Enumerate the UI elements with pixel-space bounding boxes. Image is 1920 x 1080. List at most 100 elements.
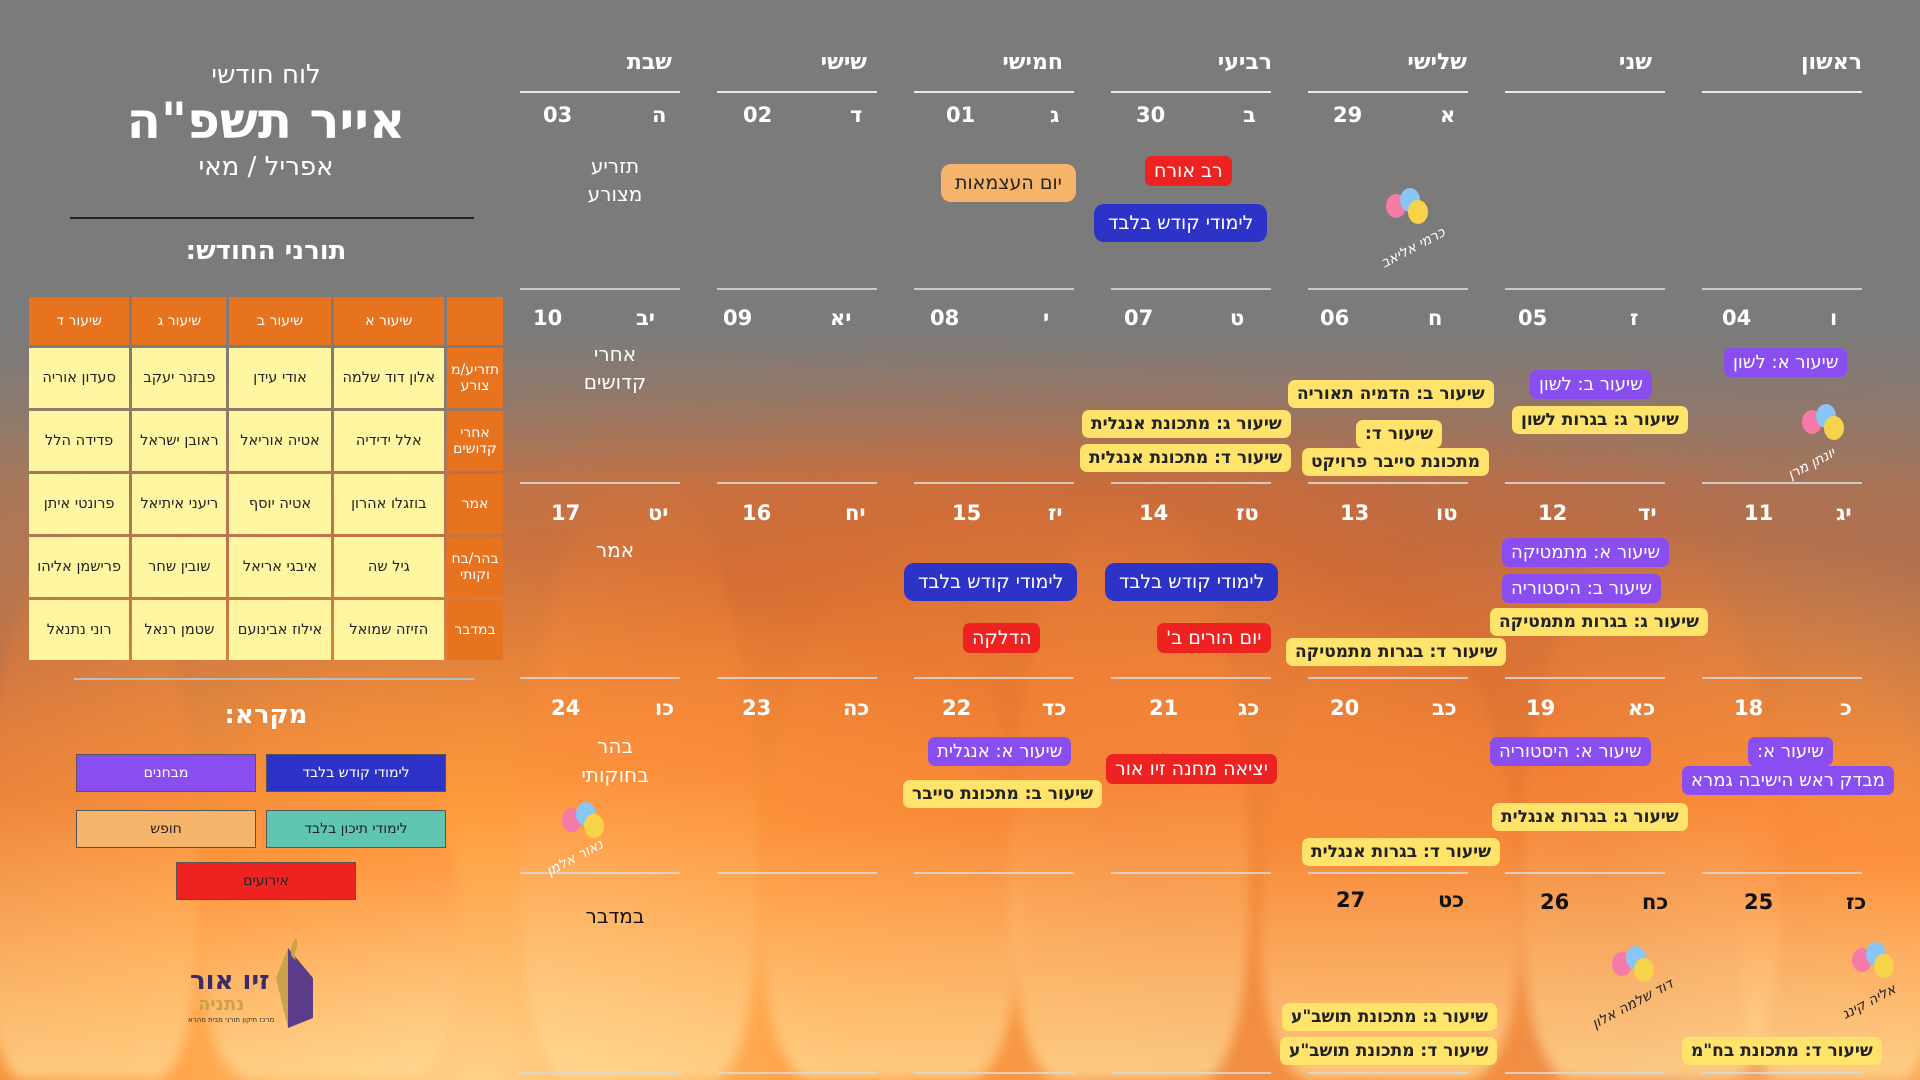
event-exam: שיעור ב: לשון bbox=[1530, 370, 1652, 399]
parasha-line: קדושים bbox=[583, 370, 647, 394]
date-number: 12 bbox=[1538, 501, 1568, 525]
day-header-tue: שלישי bbox=[1407, 50, 1467, 75]
duty-row-label: בהר/בח וקותי bbox=[447, 537, 503, 597]
date-number: 13 bbox=[1340, 501, 1370, 525]
event-exam: שיעור ד: מתכונת אנגלית bbox=[1080, 444, 1292, 472]
duty-row-label: אמר bbox=[447, 474, 503, 534]
grid-line bbox=[1702, 482, 1862, 484]
grid-line bbox=[1308, 1072, 1468, 1074]
grid-line bbox=[1702, 288, 1862, 290]
legend-title: מקרא: bbox=[224, 700, 308, 730]
logo-tagline: מרכז תיקון תורני מבית סהרא bbox=[188, 1016, 275, 1024]
parasha-line: בהר bbox=[597, 734, 633, 758]
grid-line bbox=[717, 1072, 877, 1074]
hebrew-date: יג bbox=[1836, 501, 1852, 525]
date-number: 15 bbox=[952, 501, 982, 525]
event-exam: שיעור ד: מתכונת בח"מ bbox=[1682, 1037, 1882, 1065]
hebrew-date: כה bbox=[843, 696, 870, 720]
event-exam: שיעור ד: bbox=[1356, 420, 1442, 448]
date-number: 03 bbox=[543, 103, 573, 127]
divider bbox=[74, 678, 474, 680]
grid-line bbox=[1111, 872, 1271, 874]
header-line bbox=[1308, 91, 1468, 93]
hebrew-date: כט bbox=[1438, 888, 1465, 912]
hebrew-date: כ bbox=[1840, 696, 1852, 720]
grid-line bbox=[1308, 872, 1468, 874]
date-number: 18 bbox=[1734, 696, 1764, 720]
date-number: 16 bbox=[742, 501, 772, 525]
event-exam: מבדק ראש הישיבה גמרא bbox=[1682, 766, 1894, 795]
grid-line bbox=[520, 482, 680, 484]
parasha-line: אמר bbox=[595, 538, 635, 562]
day-header-sun: ראשון bbox=[1800, 50, 1862, 75]
duty-row-label: אחרי קדושים bbox=[447, 411, 503, 471]
grid-line bbox=[1702, 1072, 1862, 1074]
table-row: אחרי קדושים אלל ידידיה אטיה אוריאל ראובן… bbox=[29, 411, 503, 471]
page-subtitle: לוח חודשי bbox=[211, 60, 321, 90]
event-kodesh: לימודי קודש בלבד bbox=[1094, 204, 1268, 242]
hebrew-date: א bbox=[1440, 103, 1456, 127]
event-exam: שיעור ג: מתכונת תושב"ע bbox=[1282, 1003, 1498, 1031]
hebrew-date: טו bbox=[1436, 501, 1458, 525]
duty-cell: רוני נתנאל bbox=[29, 600, 130, 660]
table-row: תזריע/מ צורע אלון דוד שלמה אודי עידן פבז… bbox=[29, 348, 503, 408]
event-exam: שיעור ד: בגרות אנגלית bbox=[1302, 838, 1501, 866]
duty-col-header: שיעור ד bbox=[29, 297, 130, 345]
legend-kodesh: לימודי קודש בלבד bbox=[266, 754, 446, 792]
grid-line bbox=[1505, 677, 1665, 679]
duty-cell: פרונטי איתן bbox=[29, 474, 130, 534]
duty-cell: אטיה אוריאל bbox=[229, 411, 331, 471]
grid-line bbox=[1702, 677, 1862, 679]
date-number: 24 bbox=[551, 696, 581, 720]
hebrew-date: ב bbox=[1243, 103, 1256, 127]
event-exam: שיעור ג: בגרות מתמטיקה bbox=[1490, 608, 1709, 636]
grid-line bbox=[520, 872, 680, 874]
date-number: 08 bbox=[930, 306, 960, 330]
hebrew-date: יט bbox=[648, 501, 669, 525]
duty-cell: ראובן ישראל bbox=[132, 411, 227, 471]
parasha-line: במדבר bbox=[585, 904, 645, 928]
grid-line bbox=[1111, 288, 1271, 290]
grid-line bbox=[1505, 1072, 1665, 1074]
event-independence: יום העצמאות bbox=[941, 164, 1076, 202]
hebrew-date: כח bbox=[1642, 890, 1669, 914]
balloon-icon bbox=[1802, 404, 1848, 464]
grid-line bbox=[1111, 482, 1271, 484]
duty-cell: אלל ידידיה bbox=[333, 411, 444, 471]
duty-cell: פרישמן אליהו bbox=[29, 537, 130, 597]
event-lighting: הדלקה bbox=[963, 623, 1041, 653]
duty-cell: אטיה יוסף bbox=[229, 474, 331, 534]
duty-cell: בוזגלו אהרון bbox=[333, 474, 444, 534]
duty-cell: גיל שה bbox=[333, 537, 444, 597]
header-line bbox=[520, 91, 680, 93]
table-row: במדבר הזיזה שמואל אילוז אבינועם שטמן רנא… bbox=[29, 600, 503, 660]
grid-line bbox=[520, 677, 680, 679]
duty-cell: אודי עידן bbox=[229, 348, 331, 408]
grid-line bbox=[1308, 677, 1468, 679]
event-exam: שיעור א: אנגלית bbox=[928, 737, 1072, 766]
duty-cell: איבגי אריאל bbox=[229, 537, 331, 597]
grid-line bbox=[914, 677, 1074, 679]
date-number: 01 bbox=[946, 103, 976, 127]
hebrew-date: כז bbox=[1846, 890, 1867, 914]
date-number: 23 bbox=[742, 696, 772, 720]
date-number: 09 bbox=[723, 306, 753, 330]
hebrew-date: ו bbox=[1830, 306, 1838, 330]
duty-cell: סעדון אוריה bbox=[29, 348, 130, 408]
duty-col-header: שיעור ב bbox=[229, 297, 331, 345]
table-row: אמר בוזגלו אהרון אטיה יוסף ריעני איתיאל … bbox=[29, 474, 503, 534]
grid-line bbox=[914, 872, 1074, 874]
balloon-icon bbox=[562, 802, 608, 862]
duty-cell: אלון דוד שלמה bbox=[333, 348, 444, 408]
hebrew-date: ד bbox=[850, 103, 863, 127]
hebrew-date: יד bbox=[1638, 501, 1657, 525]
hebrew-date: יז bbox=[1048, 501, 1063, 525]
duty-row-label: תזריע/מ צורע bbox=[447, 348, 503, 408]
legend-events: אירועים bbox=[176, 862, 356, 900]
day-header-thu: חמישי bbox=[1002, 50, 1063, 75]
date-number: 21 bbox=[1149, 696, 1179, 720]
date-number: 02 bbox=[743, 103, 773, 127]
event-exam: שיעור א: מתמטיקה bbox=[1502, 538, 1670, 567]
hebrew-date: ה bbox=[652, 103, 667, 127]
date-number: 29 bbox=[1333, 103, 1363, 127]
